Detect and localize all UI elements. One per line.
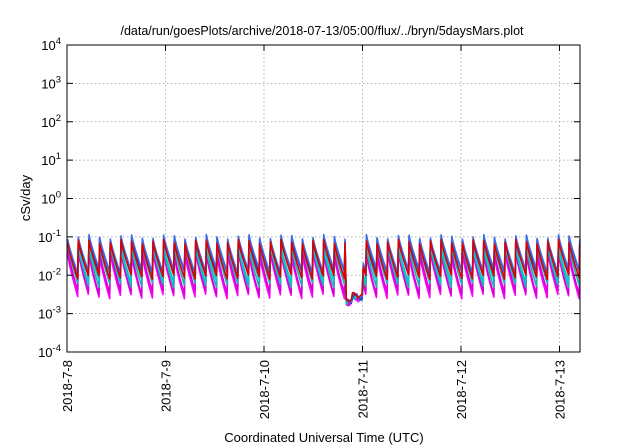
- x-tick-label: 2018-7-13: [552, 360, 567, 419]
- series-line: [66, 238, 581, 303]
- y-tick-label: 103: [41, 74, 61, 91]
- y-tick-label: 10-3: [38, 305, 61, 322]
- y-tick-label: 10-4: [38, 343, 61, 360]
- x-tick-label: 2018-7-12: [454, 360, 469, 419]
- x-axis: 2018-7-8 2018-7-9 2018-7-10 2018-7-11 2018-7…: [60, 45, 567, 419]
- x-tick-label: 2018-7-10: [257, 360, 272, 419]
- x-tick-label: 2018-7-9: [158, 360, 173, 412]
- series-line: [66, 233, 581, 304]
- y-tick-label: 10-2: [38, 266, 61, 283]
- x-tick-label: 2018-7-11: [355, 360, 370, 418]
- grid: [67, 45, 580, 352]
- y-tick-label: 10-1: [38, 228, 61, 245]
- y-tick-label: 100: [41, 190, 61, 207]
- y-axis-label: cSv/day: [18, 174, 33, 221]
- y-tick-label: 102: [41, 113, 61, 130]
- x-tick-label: 2018-7-8: [60, 360, 75, 412]
- y-tick-label: 104: [41, 36, 61, 53]
- chart-title: /data/run/goesPlots/archive/2018-07-13/0…: [120, 24, 524, 38]
- y-axis: 10-4 10-3 10-2 10-1 100 101 102 103 104: [38, 36, 580, 360]
- series-group: [66, 233, 581, 307]
- y-tick-label: 101: [41, 151, 61, 168]
- x-axis-label: Coordinated Universal Time (UTC): [224, 430, 423, 445]
